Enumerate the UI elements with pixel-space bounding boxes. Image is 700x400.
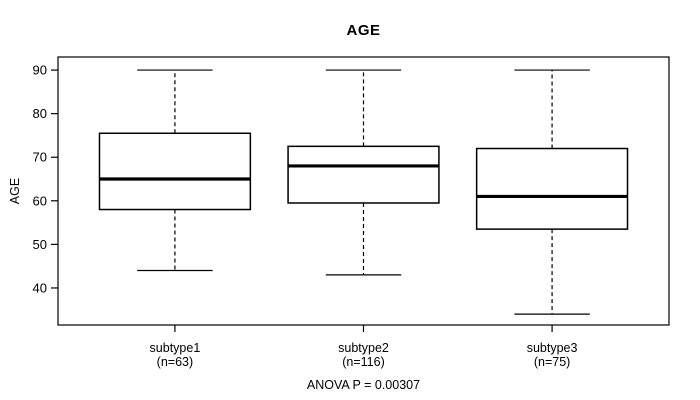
x-category-label: subtype2: [338, 341, 389, 355]
chart-title: AGE: [346, 22, 381, 39]
box-subtype1-iqr: [98, 132, 252, 211]
y-tick-label: 70: [33, 150, 47, 165]
x-category-sublabel: (n=63): [157, 355, 193, 369]
box-subtype3-iqr: [475, 147, 629, 230]
y-tick-label: 50: [33, 237, 47, 252]
anova-caption: ANOVA P = 0.00307: [306, 378, 421, 392]
y-tick-label: 80: [33, 106, 47, 121]
y-tick-label: 60: [33, 193, 47, 208]
y-tick-label: 40: [33, 280, 47, 295]
y-tick-label: 90: [33, 63, 47, 78]
x-category-sublabel: (n=75): [534, 355, 570, 369]
x-category-sublabel: (n=116): [342, 355, 385, 369]
x-category-label: subtype3: [527, 341, 578, 355]
box-subtype2-iqr: [287, 145, 440, 204]
x-category-label: subtype1: [150, 341, 201, 355]
